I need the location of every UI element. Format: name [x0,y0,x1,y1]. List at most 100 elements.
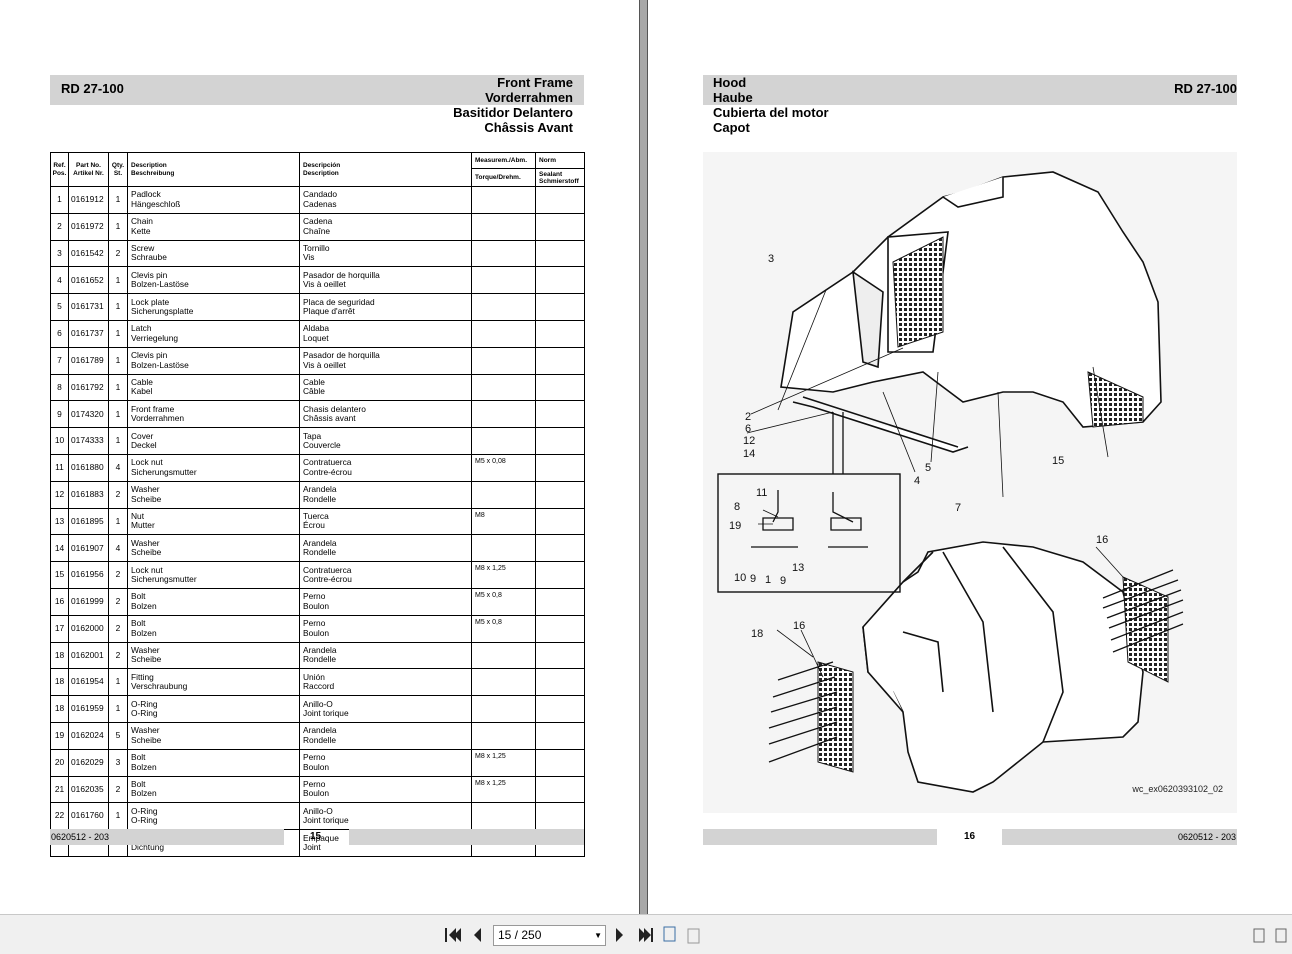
header-text: Beschreibung [131,169,175,177]
desc-line: Boulon [303,761,330,772]
part-cell: 0162024 [68,721,109,750]
measure-cell [471,212,536,241]
qty-cell: 2 [108,614,128,643]
desc2-cell: Perno Boulon [299,587,472,616]
part-cell: 0161895 [68,507,109,536]
desc-line: Châssis avant [303,413,356,424]
measure-text: M8 x 1,25 [475,752,506,760]
view-btn[interactable] [687,928,700,944]
desc-line: Raccord [303,681,335,692]
desc-line: Contratuerca [303,564,352,575]
desc-cell: Bolt Bolzen [127,748,300,777]
measure-cell [471,239,536,268]
desc2-cell: Contratuerca Contre-écrou [299,561,472,589]
measure-text: M8 [475,511,485,519]
desc-line: Anillo-O [303,805,333,816]
single-page[interactable] [1253,928,1265,943]
desc-line: Scheibe [131,493,162,504]
desc2-cell: Cable Câble [299,373,472,402]
qty-cell: 1 [108,507,128,536]
desc2-cell: Aldaba Loquet [299,319,472,348]
qty-cell: 1 [108,346,128,375]
callout: 2 [745,411,751,423]
desc-line: Bolt [131,618,146,629]
desc-cell: Washer Scheibe [127,641,300,670]
dropdown-arrow[interactable]: ▼ [594,931,602,940]
desc-line: Fitting [131,671,154,682]
continuous[interactable] [1275,928,1287,943]
desc-line: Washer [131,537,160,548]
norm-cell [535,668,585,697]
norm-cell [535,373,585,402]
header-text: St. [113,169,123,177]
header-cell: Norm [535,152,585,169]
next-page[interactable] [616,928,623,942]
pos-cell: 18 [50,641,69,670]
desc-line: Deckel [131,440,157,451]
part-cell: 0161956 [68,561,109,589]
desc-line: Bolzen-Lastöse [131,279,189,290]
measure-cell [471,293,536,321]
qty-cell: 2 [108,587,128,616]
desc-line: Kabel [131,386,153,397]
norm-cell [535,427,585,455]
measure-cell [471,668,536,697]
norm-cell [535,775,585,804]
header-text: Part No. [76,161,101,169]
prev-page[interactable] [474,928,481,942]
desc-line: O-Ring [131,698,158,709]
desc-line: Verschraubung [131,681,188,692]
desc-line: Perno [303,778,326,789]
desc2-cell: Cadena Chaîne [299,212,472,241]
view-btn[interactable] [663,926,676,942]
desc-line: Perno [303,591,326,602]
callout: 9 [780,575,786,587]
header-text: Qty. [111,161,125,169]
desc-line: Arandela [303,644,337,655]
parts-row: 7 0161789 1 Clevis pin Bolzen-Lastöse Pasador… [50,346,585,375]
last-page[interactable] [651,928,653,942]
qty-cell: 4 [108,453,128,482]
pos-cell: 19 [50,721,69,750]
desc-line: Washer [131,725,160,736]
measure-cell: M8 x 1,25 [471,561,536,589]
desc-line: Clevis pin [131,269,168,280]
part-cell: 0161907 [68,534,109,563]
header-bar [703,75,1237,105]
callout: 12 [743,435,755,447]
parts-row: 5 0161731 1 Lock plate Sicherungsplatte Placa… [50,293,585,321]
desc-line: Latch [131,323,152,334]
header-cell: Qty. St. [108,152,128,187]
page-field[interactable]: 15 / 250 ▼ [493,925,606,946]
desc-line: Clevis pin [131,350,168,361]
part-cell: 0161999 [68,587,109,616]
parts-row: 4 0161652 1 Clevis pin Bolzen-Lastöse Pasador… [50,266,585,295]
pos-cell: 20 [50,748,69,777]
desc-line: Bolzen-Lastöse [131,359,189,370]
desc2-cell: Arandela Rondelle [299,480,472,509]
desc-line: Placa de seguridad [303,296,375,307]
figure-caption: wc_ex0620393102_02 [1131,784,1223,794]
measure-cell: M8 x 1,25 [471,748,536,777]
pos-cell: 8 [50,373,69,402]
desc-line: Bolt [131,752,146,763]
desc-line: Padlock [131,189,161,200]
desc-line: Chasis delantero [303,403,366,414]
desc-line: Dichtung [131,842,165,853]
measure-cell [471,319,536,348]
header-cell: Torque/Drehm. [471,168,536,187]
desc2-cell: Candado Cadenas [299,186,472,214]
desc-line: Bolzen [131,600,157,611]
first-page[interactable] [445,928,447,942]
parts-row: 1 0161912 1 Padlock Hängeschloß Candado Cadena… [50,186,585,214]
desc-line: Sicherungsmutter [131,574,197,585]
desc-line: Rondelle [303,654,337,665]
measure-cell [471,480,536,509]
measure-text: M8 x 1,25 [475,779,506,787]
desc-line: Vis [303,252,315,263]
desc-cell: Latch Verriegelung [127,319,300,348]
parts-row: 9 0174320 1 Front frame Vorderrahmen Chasis d… [50,400,585,429]
desc2-cell: Pasador de horquilla Vis à oeillet [299,266,472,295]
measure-cell [471,641,536,670]
